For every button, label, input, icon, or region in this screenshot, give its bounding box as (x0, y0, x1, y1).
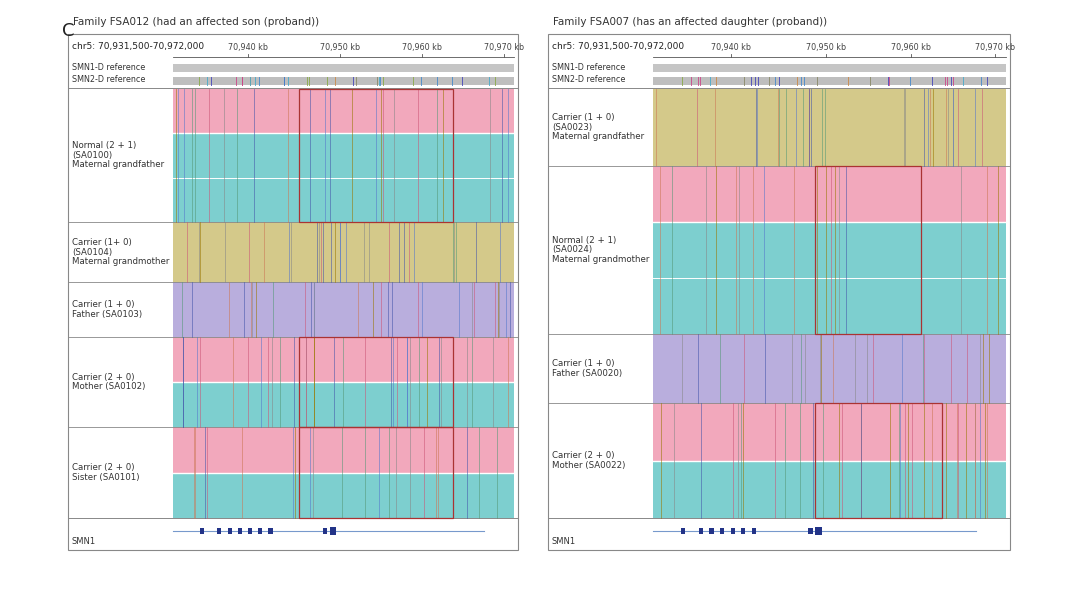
Text: 70,960 kb: 70,960 kb (891, 43, 931, 52)
Bar (323, 529, 327, 535)
Bar (741, 529, 745, 535)
Text: Normal (2 + 1): Normal (2 + 1) (72, 141, 136, 150)
Text: Carrier (1 + 0): Carrier (1 + 0) (552, 359, 615, 368)
Bar (731, 529, 734, 535)
Text: Carrier (1 + 0): Carrier (1 + 0) (72, 300, 135, 309)
Text: Father (SA0103): Father (SA0103) (72, 310, 143, 319)
Text: 70,950 kb: 70,950 kb (806, 43, 846, 52)
Bar (815, 166, 921, 334)
Text: Carrier (1+ 0): Carrier (1+ 0) (72, 238, 132, 247)
Bar (173, 382, 514, 427)
Text: Mother (SA0102): Mother (SA0102) (72, 382, 146, 391)
Text: 70,970 kb: 70,970 kb (484, 43, 524, 52)
Bar (217, 529, 221, 535)
Bar (258, 529, 262, 535)
Bar (720, 529, 725, 535)
Text: SMN1-D reference: SMN1-D reference (72, 63, 145, 72)
Bar (248, 529, 252, 535)
Bar (299, 89, 453, 222)
Text: (SA0100): (SA0100) (72, 151, 112, 160)
Text: (SA0104): (SA0104) (72, 247, 112, 256)
Bar (653, 222, 1005, 278)
Bar (200, 529, 204, 535)
Text: Maternal grandmother: Maternal grandmother (552, 255, 649, 264)
Bar (173, 178, 514, 222)
Bar (173, 427, 514, 473)
Text: Maternal grandmother: Maternal grandmother (72, 257, 170, 266)
Bar (173, 222, 514, 282)
Bar (329, 527, 336, 535)
Text: SMN1: SMN1 (552, 537, 576, 546)
Bar (653, 77, 1005, 85)
Text: Carrier (2 + 0): Carrier (2 + 0) (72, 373, 135, 382)
Bar (815, 403, 943, 518)
Text: C: C (62, 22, 75, 40)
Text: Normal (2 + 1): Normal (2 + 1) (552, 236, 617, 245)
Text: (SA0024): (SA0024) (552, 246, 592, 255)
Text: 70,960 kb: 70,960 kb (402, 43, 442, 52)
Bar (808, 529, 812, 535)
Bar (173, 337, 514, 382)
Bar (752, 529, 756, 535)
Bar (173, 89, 514, 133)
Bar (653, 403, 1005, 461)
Text: SMN2-D reference: SMN2-D reference (552, 75, 625, 84)
Bar (269, 529, 272, 535)
Bar (710, 529, 714, 535)
Text: Carrier (2 + 0): Carrier (2 + 0) (72, 464, 135, 473)
Bar (173, 282, 514, 337)
Bar (653, 89, 1005, 166)
Bar (173, 64, 514, 72)
Bar (299, 427, 453, 518)
Bar (653, 64, 1005, 72)
Text: Father (SA0020): Father (SA0020) (552, 369, 622, 378)
Bar (699, 529, 703, 535)
Text: 70,940 kb: 70,940 kb (711, 43, 751, 52)
Text: 70,970 kb: 70,970 kb (975, 43, 1015, 52)
Text: Maternal grandfather: Maternal grandfather (552, 132, 644, 141)
Text: Maternal grandfather: Maternal grandfather (72, 161, 164, 170)
Text: Family FSA007 (has an affected daughter (proband)): Family FSA007 (has an affected daughter … (553, 17, 827, 27)
Text: chr5: 70,931,500-70,972,000: chr5: 70,931,500-70,972,000 (552, 42, 684, 51)
Text: 70,940 kb: 70,940 kb (228, 43, 268, 52)
Bar (548, 34, 1010, 550)
Text: SMN1-D reference: SMN1-D reference (552, 63, 625, 72)
Bar (653, 334, 1005, 403)
Text: chr5: 70,931,500-70,972,000: chr5: 70,931,500-70,972,000 (72, 42, 204, 51)
Bar (173, 473, 514, 518)
Bar (653, 166, 1005, 222)
Bar (653, 461, 1005, 518)
Text: SMN2-D reference: SMN2-D reference (72, 75, 146, 84)
Text: (SA0023): (SA0023) (552, 123, 592, 132)
Bar (653, 278, 1005, 334)
Text: 70,950 kb: 70,950 kb (320, 43, 360, 52)
Text: Sister (SA0101): Sister (SA0101) (72, 473, 139, 482)
Bar (68, 34, 518, 550)
Bar (681, 529, 686, 535)
Text: Mother (SA0022): Mother (SA0022) (552, 461, 625, 470)
Bar (228, 529, 231, 535)
Bar (173, 77, 514, 85)
Text: Carrier (1 + 0): Carrier (1 + 0) (552, 113, 615, 122)
Bar (238, 529, 242, 535)
Text: Carrier (2 + 0): Carrier (2 + 0) (552, 452, 615, 461)
Text: Family FSA012 (had an affected son (proband)): Family FSA012 (had an affected son (prob… (73, 17, 319, 27)
Bar (299, 337, 453, 427)
Bar (815, 527, 822, 535)
Bar (173, 133, 514, 178)
Text: SMN1: SMN1 (72, 537, 96, 546)
